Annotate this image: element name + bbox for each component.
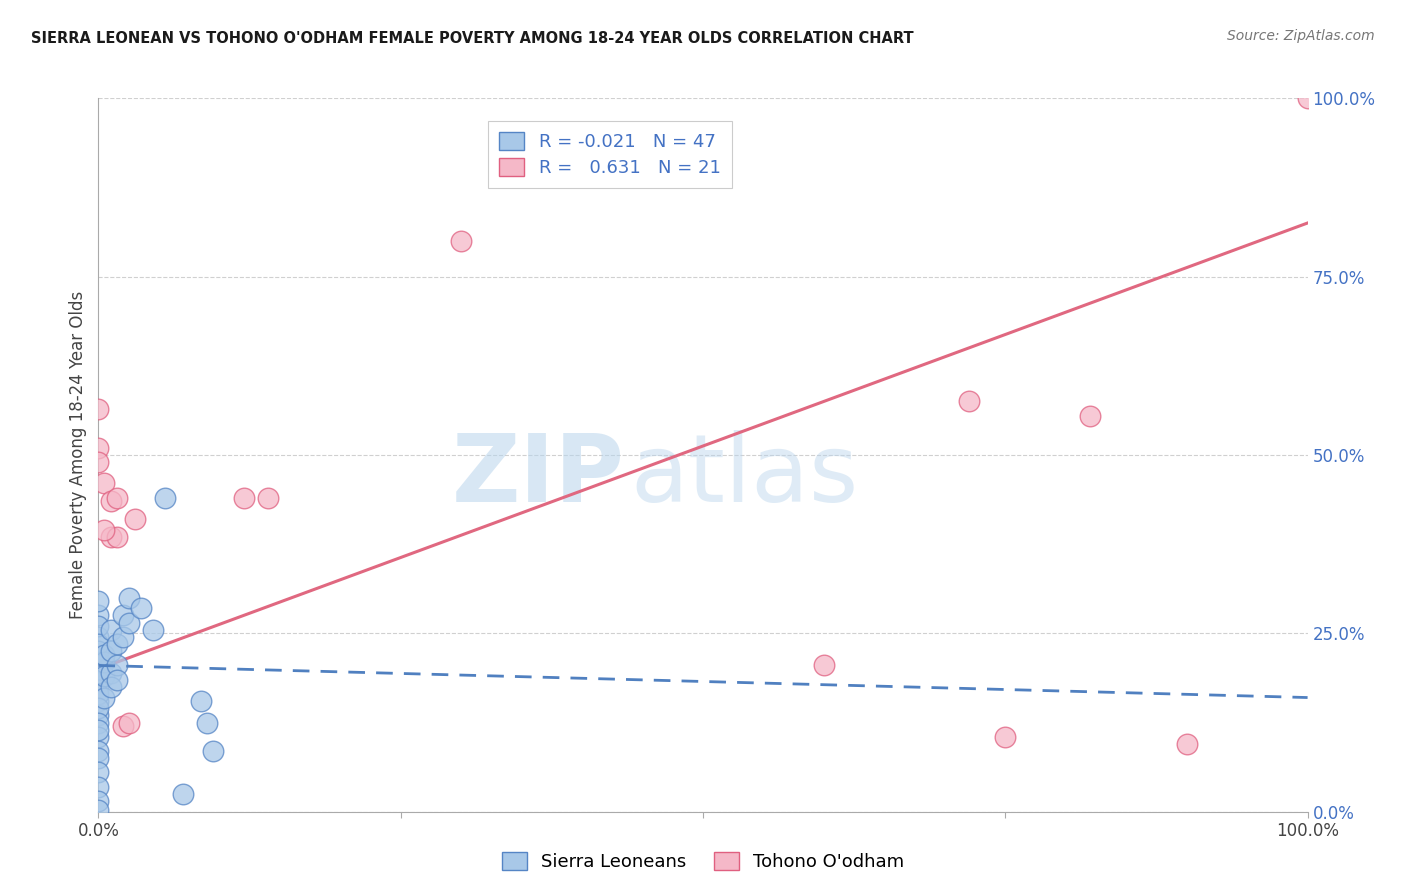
Point [118,591,141,605]
Text: Source: ZipAtlas.com: Source: ZipAtlas.com [1227,29,1375,43]
Point [1296,91,1319,105]
Text: atlas: atlas [630,430,859,523]
Point [256,491,278,505]
Point [87,619,110,633]
Point [87,637,110,651]
Point [1078,409,1101,423]
Point [111,630,134,644]
Point [118,615,141,630]
Point [232,491,254,505]
Point [87,794,110,808]
Point [93,476,115,491]
Text: ZIP: ZIP [451,430,624,523]
Point [93,648,115,662]
Point [129,601,152,615]
Point [100,665,122,680]
Point [202,744,225,758]
Point [93,669,115,683]
Point [93,690,115,705]
Point [87,730,110,744]
Point [87,687,110,701]
Point [87,694,110,708]
Point [87,441,110,455]
Point [100,494,122,508]
Point [87,651,110,665]
Point [87,744,110,758]
Point [87,673,110,687]
Point [93,523,115,537]
Point [87,765,110,780]
Point [172,787,194,801]
Point [87,401,110,416]
Point [105,673,128,687]
Point [100,644,122,658]
Point [87,723,110,737]
Point [87,644,110,658]
Point [118,715,141,730]
Point [87,701,110,715]
Point [105,491,128,505]
Point [87,715,110,730]
Point [87,455,110,469]
Y-axis label: Female Poverty Among 18-24 Year Olds: Female Poverty Among 18-24 Year Olds [69,291,87,619]
Point [142,623,165,637]
Point [111,719,134,733]
Point [190,694,212,708]
Point [450,234,472,248]
Point [957,394,980,409]
Point [994,730,1017,744]
Text: SIERRA LEONEAN VS TOHONO O'ODHAM FEMALE POVERTY AMONG 18-24 YEAR OLDS CORRELATIO: SIERRA LEONEAN VS TOHONO O'ODHAM FEMALE … [31,31,914,46]
Point [87,630,110,644]
Point [100,530,122,544]
Point [813,658,835,673]
Point [100,680,122,694]
Legend: R = -0.021   N = 47, R =   0.631   N = 21: R = -0.021 N = 47, R = 0.631 N = 21 [488,121,731,188]
Point [93,655,115,669]
Point [111,608,134,623]
Point [100,623,122,637]
Point [153,491,176,505]
Point [87,665,110,680]
Point [87,683,110,698]
Point [195,715,218,730]
Point [105,637,128,651]
Point [87,803,110,817]
Point [87,655,110,669]
Point [87,594,110,608]
Point [124,512,146,526]
Point [87,662,110,676]
Point [87,708,110,723]
Legend: Sierra Leoneans, Tohono O'odham: Sierra Leoneans, Tohono O'odham [495,846,911,879]
Point [87,608,110,623]
Point [87,780,110,794]
Point [1175,737,1198,751]
Point [87,751,110,765]
Point [105,658,128,673]
Point [105,530,128,544]
